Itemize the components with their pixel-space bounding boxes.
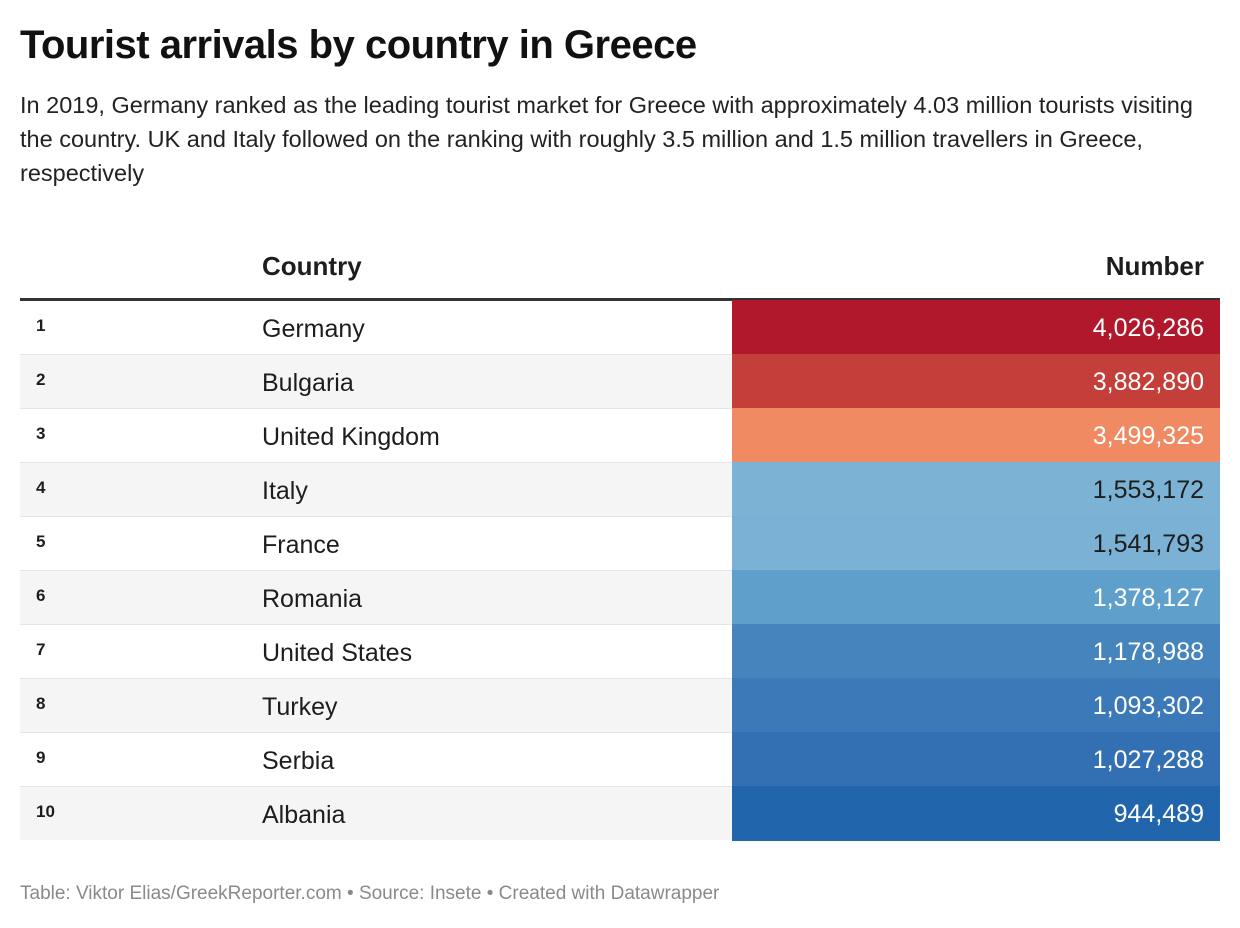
- rank-cell: 1: [36, 316, 46, 335]
- chart-footer: Table: Viktor Elias/GreekReporter.com • …: [20, 883, 720, 904]
- country-cell: United Kingdom: [262, 423, 440, 451]
- country-cell: France: [262, 531, 340, 559]
- country-cell: Italy: [262, 477, 308, 505]
- column-header-number[interactable]: Number: [1105, 251, 1204, 281]
- table-row: 9 Serbia 1,027,288: [20, 732, 1220, 787]
- table-row: 3 United Kingdom 3,499,325: [20, 408, 1220, 463]
- chart-title: Tourist arrivals by country in Greece: [20, 23, 697, 67]
- rank-cell: 9: [36, 748, 46, 767]
- rank-cell: 2: [36, 370, 46, 389]
- rank-cell: 3: [36, 424, 46, 443]
- rank-cell: 10: [36, 802, 55, 821]
- rank-cell: 7: [36, 640, 46, 659]
- country-cell: United States: [262, 639, 413, 667]
- table-body: 1 Germany 4,026,286 2 Bulgaria 3,882,890 3 Unit…: [20, 300, 1220, 841]
- rank-cell: 8: [36, 694, 46, 713]
- country-cell: Turkey: [262, 693, 338, 721]
- number-cell: 3,499,325: [732, 408, 1220, 463]
- number-cell: 944,489: [732, 786, 1220, 841]
- country-cell: Bulgaria: [262, 369, 354, 397]
- number-cell: 1,541,793: [732, 516, 1220, 571]
- number-cell: 3,882,890: [732, 354, 1220, 409]
- number-cell: 1,093,302: [732, 678, 1220, 733]
- table-row: 6 Romania 1,378,127: [20, 570, 1220, 625]
- rank-cell: 4: [36, 478, 46, 497]
- column-header-country[interactable]: Country: [262, 251, 362, 281]
- table-row: 1 Germany 4,026,286: [20, 300, 1220, 355]
- table-row: 8 Turkey 1,093,302: [20, 678, 1220, 733]
- number-cell: 4,026,286: [732, 300, 1220, 355]
- table-header: Country Number: [20, 240, 1220, 301]
- rank-cell: 5: [36, 532, 46, 551]
- data-table: Country Number 1 Germany 4,026,286 2 Bulgari…: [20, 240, 1220, 841]
- number-cell: 1,378,127: [732, 570, 1220, 625]
- country-cell: Romania: [262, 585, 363, 613]
- table-row: 4 Italy 1,553,172: [20, 462, 1220, 517]
- country-cell: Albania: [262, 801, 346, 829]
- number-cell: 1,553,172: [732, 462, 1220, 517]
- number-cell: 1,178,988: [732, 624, 1220, 679]
- table-row: 10 Albania 944,489: [20, 786, 1220, 841]
- country-cell: Germany: [262, 315, 365, 343]
- number-cell: 1,027,288: [732, 732, 1220, 787]
- table-row: 2 Bulgaria 3,882,890: [20, 354, 1220, 409]
- rank-cell: 6: [36, 586, 46, 605]
- table-row: 5 France 1,541,793: [20, 516, 1220, 571]
- country-cell: Serbia: [262, 747, 335, 775]
- chart-description: In 2019, Germany ranked as the leading t…: [20, 92, 1193, 186]
- table-row: 7 United States 1,178,988: [20, 624, 1220, 679]
